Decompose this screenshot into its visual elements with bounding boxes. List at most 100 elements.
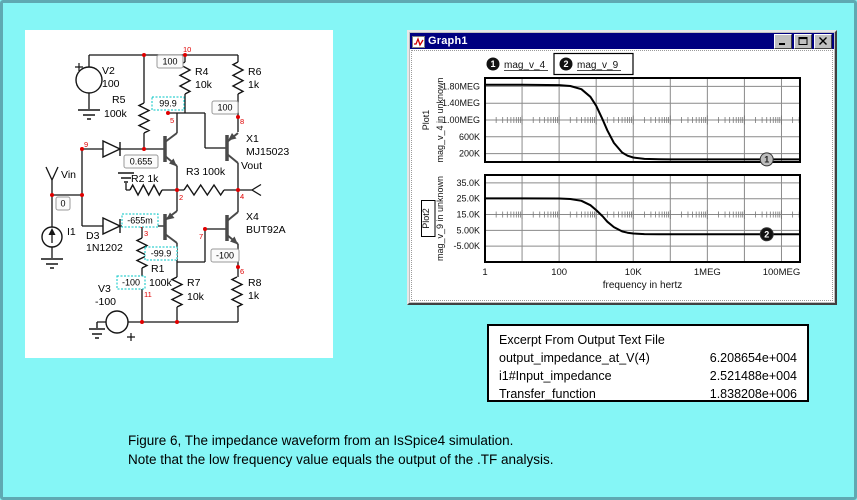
component-label: 100k [149, 277, 173, 289]
window-title: Graph1 [428, 35, 468, 47]
plus-icon [75, 63, 83, 71]
excerpt-row: i1#Input_impedance 2.521488e+004 [499, 367, 797, 385]
y-tick-label: 1.40MEG [442, 98, 480, 108]
y-axis-label: mag_v_9 in unknown [435, 176, 445, 261]
component-label: 10k [195, 79, 213, 91]
probe-box [116, 275, 146, 290]
curve-end-marker [759, 152, 774, 167]
diode-d1 [102, 139, 122, 159]
y-tick-label: -5.00K [453, 241, 480, 251]
legend-marker-icon [486, 57, 500, 71]
y-tick-label: 5.00K [456, 225, 480, 235]
component-label: 10k [187, 291, 205, 303]
probe-boxes: 100 99.9 100 0.655 0 -655m -99.9 -100 -1… [55, 54, 240, 290]
probe-box [210, 248, 240, 263]
plot-legend: 1 mag_v_4 2 mag_v_9 [486, 52, 634, 76]
probe-box [156, 54, 184, 69]
y-tick-label: 15.0K [456, 210, 480, 220]
chart-layer: 1.80MEG 1.40MEG 1.00MEG 600K 200K Plot1 mag_v_… [421, 77, 801, 291]
plot-label: Plot2 [421, 208, 431, 229]
node-number: 6 [240, 267, 244, 276]
ground-symbols [41, 109, 134, 339]
y-tick-label: 600K [459, 132, 480, 142]
plot-border [484, 174, 801, 263]
maximize-button[interactable] [794, 33, 812, 49]
component-label: Vin [61, 169, 76, 181]
plot-border [484, 77, 801, 163]
component-label: X4 [246, 211, 259, 223]
window-titlebar[interactable]: Graph1 [410, 33, 834, 49]
output-excerpt-box: Excerpt From Output Text File output_imp… [487, 324, 809, 402]
excerpt-title: Excerpt From Output Text File [499, 333, 665, 347]
component-label: I1 [67, 226, 76, 238]
legend-selection-box [553, 52, 634, 76]
component-label: 1N1202 [86, 242, 123, 254]
component-label: -100 [95, 296, 116, 308]
component-label: D3 [86, 230, 100, 242]
legend-item-mag-v-4[interactable]: 1 mag_v_4 [486, 57, 549, 72]
plot-label-box [421, 200, 436, 237]
legend-marker-number: 2 [563, 59, 568, 69]
v2-source [75, 66, 103, 94]
component-label: R1 [151, 263, 165, 275]
component-label: R5 [112, 94, 126, 106]
component-label: Vout [241, 160, 262, 172]
legend-marker-number: 1 [490, 59, 495, 69]
node-number: 7 [199, 232, 203, 241]
resistor-r5 [137, 102, 151, 134]
node-numbers: 10 5 9 8 2 3 7 4 6 11 [84, 45, 244, 299]
legend-item-mag-v-9[interactable]: 2 mag_v_9 [553, 52, 634, 76]
caption-line-2: Note that the low frequency value equals… [128, 452, 554, 467]
x-tick-label: 1MEG [694, 267, 721, 278]
component-label: 1k [248, 290, 260, 302]
probe-box [123, 154, 159, 169]
diode-d3 [102, 216, 122, 236]
x-axis-title: frequency in hertz [603, 280, 683, 291]
curve-end-marker-number: 2 [764, 229, 769, 239]
plus-icon [127, 333, 135, 341]
series-mag_v_4 [485, 83, 800, 161]
component-label: 1k [248, 79, 260, 91]
node-number: 11 [144, 290, 152, 299]
node-number: 9 [84, 140, 88, 149]
schematic-panel: 10 5 9 8 2 3 7 4 6 11 100 99.9 100 0.655… [25, 30, 333, 358]
probe-box [55, 196, 71, 211]
diodes [102, 139, 122, 236]
component-label: R8 [248, 277, 262, 289]
probe-value: -100 [216, 251, 234, 261]
resistor-r6 [231, 61, 245, 95]
component-label: MJ15023 [246, 146, 289, 158]
series-mag_v_9 [485, 197, 800, 236]
probe-value: 100 [217, 103, 232, 113]
probe-box [151, 96, 185, 111]
sources [41, 63, 135, 341]
graph-window: Graph1 1 mag_v_4 [407, 30, 837, 305]
transistor-q1 [164, 132, 178, 167]
legend-label: mag_v_4 [504, 60, 546, 71]
minimize-button[interactable] [774, 33, 792, 49]
node-number: 10 [183, 45, 191, 54]
y-tick-label: 35.0K [456, 178, 480, 188]
close-button[interactable] [814, 33, 832, 49]
excerpt-name: i1#Input_impedance [499, 369, 612, 383]
legend-marker-icon [559, 57, 573, 71]
resistor-r3 [183, 183, 225, 197]
vout-testpoint-icon [251, 183, 262, 197]
schematic-drawing: 10 5 9 8 2 3 7 4 6 11 100 99.9 100 0.655… [41, 45, 289, 341]
probe-box [121, 213, 159, 228]
x-tick-label: 100 [551, 267, 567, 278]
component-label: R6 [248, 66, 262, 78]
component-label: R2 1k [131, 173, 159, 185]
excerpt-value: 6.208654e+004 [709, 351, 797, 365]
probe-box [144, 246, 178, 261]
component-labels: V2 100 R5 100k R4 10k R6 1k Vin R2 1k D3… [61, 65, 289, 308]
component-label: R4 [195, 66, 209, 78]
resistor-r2 [129, 183, 163, 197]
node-number: 3 [144, 229, 148, 238]
component-label: 100k [104, 108, 128, 120]
x-tick-label: 1 [482, 267, 487, 278]
component-label: V3 [98, 283, 111, 295]
y-axis-label: mag_v_4 in unknown [435, 77, 445, 162]
y-tick-label: 1.80MEG [442, 81, 480, 91]
